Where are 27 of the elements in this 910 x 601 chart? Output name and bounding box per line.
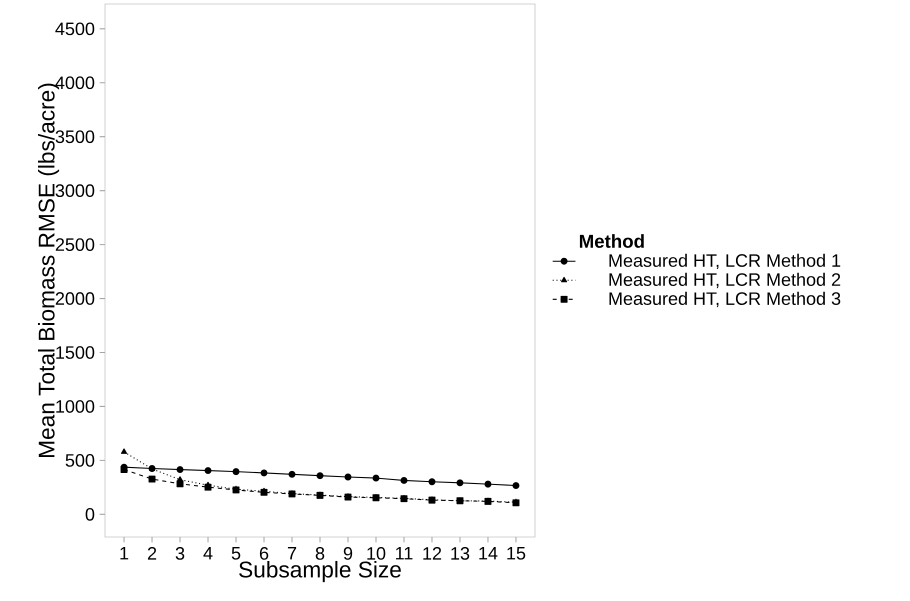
x-tick-label: 7 bbox=[288, 547, 296, 560]
x-axis-title: Subsample Size bbox=[239, 560, 401, 582]
legend-label: Measured HT, LCR Method 1 bbox=[609, 254, 840, 270]
y-tick-label: 3000 bbox=[56, 184, 94, 198]
x-tick-label: 2 bbox=[148, 547, 156, 560]
legend-label: Measured HT, LCR Method 2 bbox=[609, 272, 840, 288]
x-tick-label: 11 bbox=[396, 547, 412, 560]
y-tick-label: 2000 bbox=[56, 292, 94, 305]
x-tick-label: 1 bbox=[120, 547, 128, 560]
legend-label: Measured HT, LCR Method 3 bbox=[609, 292, 840, 308]
y-tick-label: 4500 bbox=[55, 22, 94, 36]
x-tick-label: 9 bbox=[344, 547, 352, 560]
x-tick-label: 10 bbox=[367, 547, 386, 560]
y-tick-label: 0 bbox=[86, 508, 94, 521]
x-tick-label: 13 bbox=[451, 547, 470, 560]
x-tick-label: 8 bbox=[316, 547, 324, 560]
y-tick-label: 1500 bbox=[56, 346, 94, 359]
legend-title: Method bbox=[580, 234, 644, 248]
x-tick-label: 12 bbox=[423, 547, 442, 560]
x-tick-label: 5 bbox=[232, 547, 240, 560]
x-tick-label: 14 bbox=[479, 547, 498, 560]
x-tick-label: 4 bbox=[203, 547, 213, 560]
x-tick-label: 3 bbox=[176, 547, 184, 560]
y-tick-label: 2500 bbox=[56, 238, 94, 251]
x-tick-label: 6 bbox=[260, 547, 268, 560]
y-tick-label: 500 bbox=[66, 454, 94, 467]
x-tick-label: 15 bbox=[507, 547, 526, 560]
